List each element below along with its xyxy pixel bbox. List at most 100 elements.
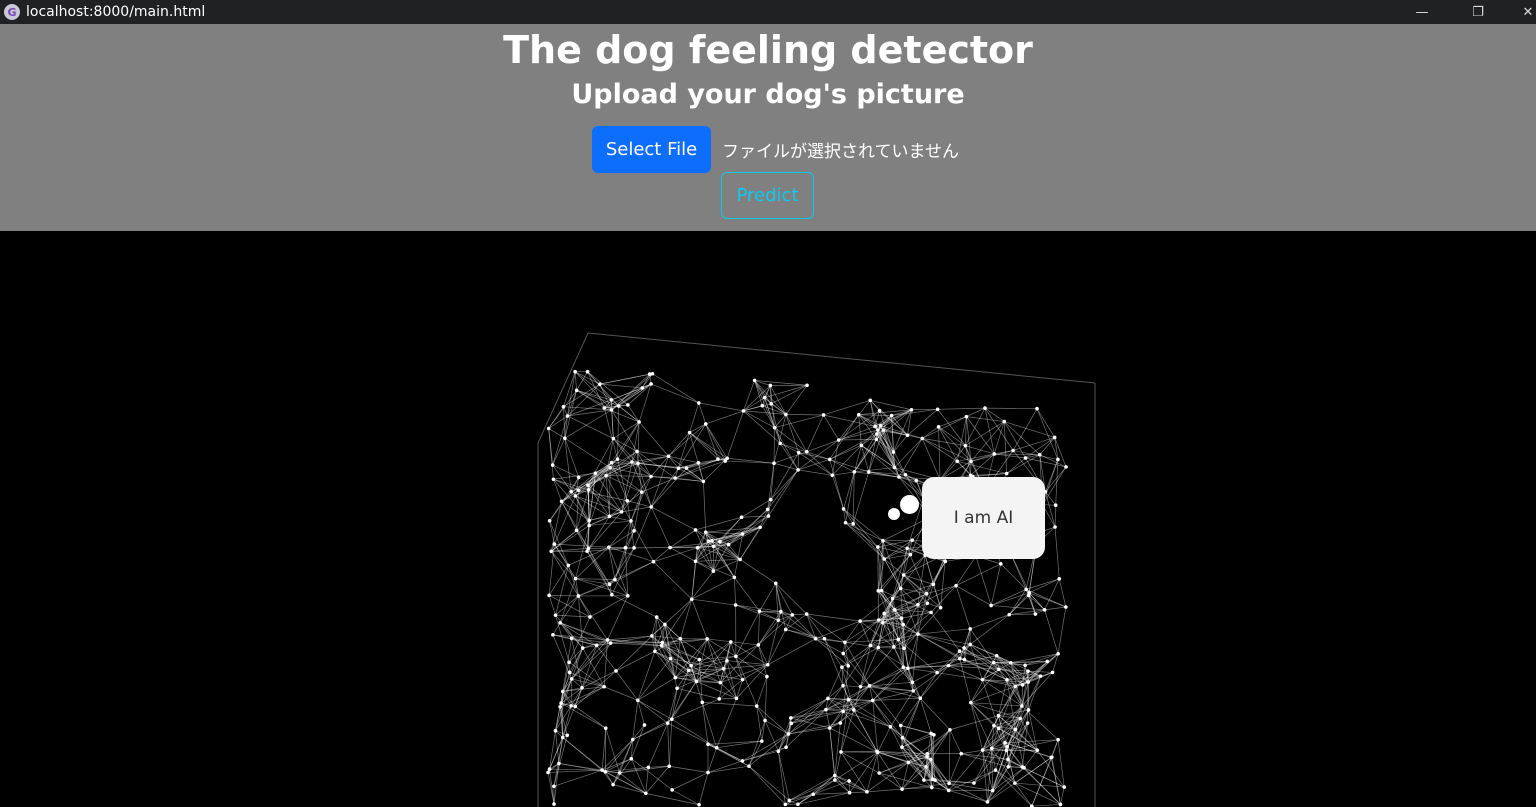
network-edge bbox=[586, 551, 613, 595]
network-edge bbox=[900, 548, 908, 589]
network-edge bbox=[790, 711, 844, 719]
network-edge bbox=[903, 648, 913, 683]
network-edge bbox=[575, 495, 590, 526]
network-node bbox=[1011, 448, 1015, 453]
network-node bbox=[916, 632, 920, 636]
network-edge bbox=[559, 622, 584, 649]
network-edge bbox=[612, 739, 634, 785]
network-edge bbox=[825, 709, 831, 729]
network-edge bbox=[872, 700, 879, 753]
network-edge bbox=[571, 638, 611, 644]
network-edge bbox=[575, 546, 610, 579]
network-edge bbox=[898, 612, 932, 640]
network-edge bbox=[768, 469, 799, 517]
network-edge bbox=[654, 651, 676, 678]
bounding-box-edge bbox=[587, 332, 1096, 384]
minimize-icon[interactable]: — bbox=[1415, 4, 1429, 20]
network-node bbox=[778, 441, 783, 446]
predict-button[interactable]: Predict bbox=[721, 172, 814, 219]
network-node bbox=[997, 667, 1001, 672]
network-edge bbox=[780, 443, 799, 453]
network-node bbox=[714, 745, 719, 750]
network-edge bbox=[599, 383, 643, 389]
network-node bbox=[776, 618, 781, 623]
network-edge bbox=[1025, 457, 1067, 468]
network-edge bbox=[748, 765, 790, 801]
network-edge bbox=[1009, 613, 1036, 615]
network-edge bbox=[619, 765, 670, 774]
network-edge bbox=[574, 371, 601, 385]
network-edge bbox=[608, 520, 632, 548]
network-edge bbox=[719, 641, 732, 683]
network-edge bbox=[891, 408, 938, 416]
network-edge bbox=[699, 655, 736, 660]
network-edge bbox=[870, 400, 880, 411]
network-node bbox=[922, 778, 926, 782]
network-edge bbox=[670, 658, 678, 689]
network-edge bbox=[705, 423, 726, 462]
network-edge bbox=[996, 655, 1016, 687]
close-icon[interactable]: ✕ bbox=[1522, 4, 1534, 20]
network-node bbox=[873, 424, 877, 429]
network-edge bbox=[1013, 437, 1055, 451]
network-edge bbox=[949, 729, 962, 754]
network-edge bbox=[613, 784, 646, 794]
network-edge bbox=[1024, 665, 1029, 683]
network-edge bbox=[559, 595, 579, 624]
network-edge bbox=[854, 467, 895, 473]
network-edge bbox=[619, 766, 649, 774]
network-edge bbox=[575, 578, 610, 585]
network-node bbox=[1022, 765, 1026, 770]
network-edge bbox=[553, 479, 590, 521]
network-node bbox=[772, 425, 777, 430]
network-edge bbox=[1007, 722, 1028, 767]
network-edge bbox=[1000, 563, 1027, 590]
network-edge bbox=[1004, 742, 1052, 758]
network-edge bbox=[676, 687, 720, 700]
network-edge bbox=[907, 409, 938, 436]
network-edge bbox=[650, 506, 671, 548]
network-edge bbox=[842, 665, 849, 712]
network-node bbox=[1052, 435, 1057, 440]
network-edge bbox=[925, 766, 936, 781]
network-edge bbox=[761, 385, 771, 406]
network-edge bbox=[963, 647, 999, 670]
network-edge bbox=[697, 547, 741, 560]
network-edge bbox=[604, 686, 638, 701]
network-node bbox=[900, 735, 905, 740]
network-node bbox=[879, 588, 884, 593]
network-node bbox=[647, 372, 652, 376]
select-file-button[interactable]: Select File bbox=[592, 126, 711, 173]
network-edge bbox=[756, 676, 768, 707]
network-edge bbox=[845, 471, 855, 523]
network-node bbox=[906, 666, 910, 671]
network-edge bbox=[876, 751, 903, 790]
network-node bbox=[1038, 674, 1043, 678]
network-edge bbox=[547, 737, 564, 773]
network-node bbox=[670, 717, 674, 721]
file-input[interactable]: Select File ファイルが選択されていません bbox=[592, 126, 959, 173]
network-edge bbox=[993, 662, 1023, 686]
network-edge bbox=[554, 543, 576, 579]
network-edge bbox=[879, 772, 932, 788]
network-edge bbox=[564, 415, 568, 439]
network-edge bbox=[785, 414, 808, 452]
network-node bbox=[992, 723, 996, 728]
network-edge bbox=[955, 563, 1001, 586]
network-edge bbox=[697, 546, 714, 549]
network-edge bbox=[934, 779, 949, 791]
network-edge bbox=[672, 772, 709, 791]
network-edge bbox=[1014, 782, 1061, 805]
network-edge bbox=[705, 532, 714, 572]
network-edge bbox=[982, 729, 1016, 751]
network-edge bbox=[633, 506, 652, 548]
network-edge bbox=[876, 433, 900, 478]
network-node bbox=[732, 575, 737, 580]
network-edge bbox=[562, 737, 606, 772]
network-edge bbox=[878, 619, 904, 625]
network-node bbox=[929, 610, 933, 615]
network-edge bbox=[957, 460, 1007, 474]
restore-icon[interactable]: ❐ bbox=[1472, 4, 1484, 20]
network-edge bbox=[879, 410, 908, 436]
network-node bbox=[962, 657, 967, 662]
